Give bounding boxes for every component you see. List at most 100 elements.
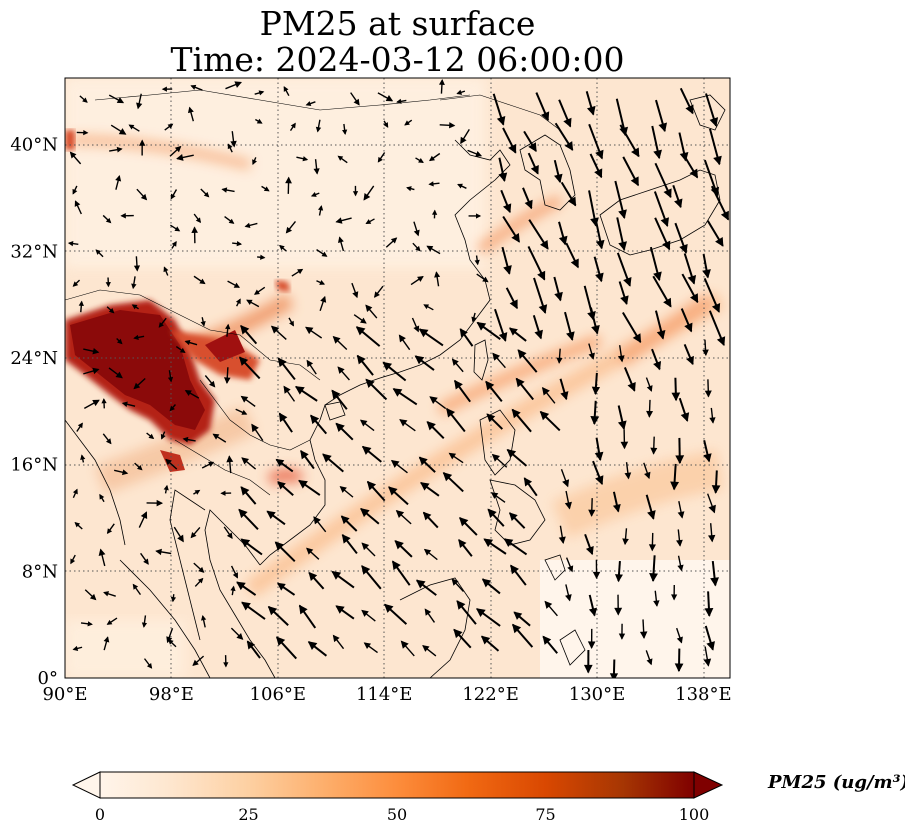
wind-arrow-head — [174, 145, 182, 153]
latitude-tick-label: 16°N — [10, 455, 58, 476]
wind-arrow-head — [649, 573, 658, 583]
wind-arrow-head — [82, 97, 88, 103]
wind-arrow-head — [708, 534, 716, 543]
wind-arrow-head — [417, 276, 424, 282]
wind-arrow-head — [283, 86, 289, 92]
wind-arrow-head — [361, 609, 369, 617]
wind-arrow-head — [256, 118, 263, 124]
wind-arrow-head — [677, 511, 685, 519]
wind-arrow-head — [413, 325, 420, 333]
wind-arrow-head — [424, 608, 432, 616]
wind-arrow-head — [446, 407, 456, 418]
wind-arrow-head — [241, 409, 248, 415]
wind-arrow-head — [662, 240, 671, 251]
wind-arrow-head — [190, 532, 197, 539]
colorbar: 0 25 50 75 100 — [71, 771, 724, 824]
wind-arrow-head — [395, 509, 405, 519]
wind-arrow-head — [230, 140, 237, 148]
wind-arrow-head — [158, 322, 164, 328]
wind-arrow-head — [459, 517, 469, 527]
wind-arrow-head — [203, 191, 210, 198]
wind-arrow-head — [451, 578, 459, 586]
map-panel — [65, 78, 730, 678]
wind-arrow-head — [704, 607, 714, 617]
wind-arrow-head — [274, 541, 285, 551]
wind-arrow-head — [133, 334, 139, 341]
wind-arrow-head — [70, 558, 76, 565]
wind-arrow-head — [474, 259, 480, 266]
wind-arrow-head — [366, 480, 377, 491]
wind-arrow-head — [556, 357, 563, 364]
wind-arrow-head — [365, 219, 372, 224]
wind-arrow-head — [155, 548, 162, 556]
wind-arrow-head — [92, 399, 100, 407]
wind-arrow-head — [398, 334, 406, 343]
wind-arrow-head — [528, 142, 537, 153]
wind-arrow-head — [315, 126, 322, 133]
wind-arrow-head — [660, 217, 669, 227]
wind-arrow-head — [428, 181, 434, 187]
wind-arrow-head — [496, 116, 506, 126]
wind-arrow-head — [684, 322, 693, 333]
colorbar-tick-labels: 0 25 50 75 100 — [95, 805, 709, 824]
wind-arrow-head — [331, 389, 341, 400]
wind-arrow-head — [476, 608, 486, 617]
wind-arrow-head — [674, 198, 683, 209]
wind-vector-field — [67, 79, 730, 678]
wind-arrow-head — [422, 644, 430, 652]
wind-arrow-head — [246, 299, 253, 306]
wind-arrow-head — [275, 458, 285, 467]
wind-arrow-head — [460, 136, 467, 145]
wind-arrow-head — [374, 291, 380, 298]
wind-arrow-head — [116, 97, 125, 104]
wind-arrow-head — [475, 151, 483, 157]
wind-arrow-head — [338, 236, 344, 243]
colorbar-tick-label: 50 — [387, 805, 407, 824]
wind-arrow-head — [78, 300, 84, 307]
map-frame — [64, 77, 731, 679]
wind-arrow-head — [481, 578, 492, 588]
wind-arrow-head — [653, 600, 660, 607]
wind-arrow-head — [385, 95, 394, 102]
colorbar-extend-min — [71, 771, 101, 799]
colorbar-gradient — [100, 772, 694, 798]
wind-arrow-head — [418, 328, 429, 338]
wind-arrow-head — [67, 240, 74, 247]
colorbar-tick-label: 25 — [238, 805, 258, 824]
wind-arrow-head — [422, 511, 432, 521]
wind-arrow-head — [530, 165, 539, 175]
wind-arrow-head — [321, 251, 328, 257]
wind-arrow-head — [558, 536, 566, 544]
wind-arrow-head — [670, 481, 680, 491]
longitude-tick-label: 130°E — [569, 684, 626, 705]
wind-arrow-head — [703, 453, 712, 463]
wind-arrow-head — [221, 187, 228, 193]
wind-arrow-head — [120, 212, 126, 219]
wind-arrow-head — [192, 659, 199, 666]
wind-arrow-head — [295, 386, 305, 395]
wind-arrow-head — [99, 493, 105, 500]
wind-arrow-head — [498, 172, 508, 182]
wind-arrow-head — [388, 486, 398, 496]
wind-arrow-head — [244, 222, 251, 229]
wind-arrow-head — [276, 582, 286, 591]
wind-arrow-head — [305, 101, 312, 107]
wind-arrow-head — [201, 614, 207, 621]
clean-ocean-southeast — [540, 560, 730, 678]
wind-arrow-head — [614, 607, 623, 616]
wind-arrow-head — [223, 662, 229, 668]
wind-arrow-head — [539, 410, 550, 421]
wind-arrow-head — [404, 120, 410, 126]
wind-arrow-head — [233, 282, 241, 288]
wind-arrow-head — [208, 380, 216, 388]
wind-arrow-head — [676, 539, 683, 547]
wind-arrow-head — [72, 488, 78, 495]
wind-arrow-head — [646, 658, 653, 666]
wind-arrow-head — [631, 147, 640, 158]
wind-arrow-head — [565, 594, 572, 602]
wind-arrow-head — [618, 633, 626, 640]
wind-arrow-head — [647, 510, 656, 520]
wind-arrow-head — [289, 320, 294, 327]
wind-arrow-head — [709, 117, 719, 127]
